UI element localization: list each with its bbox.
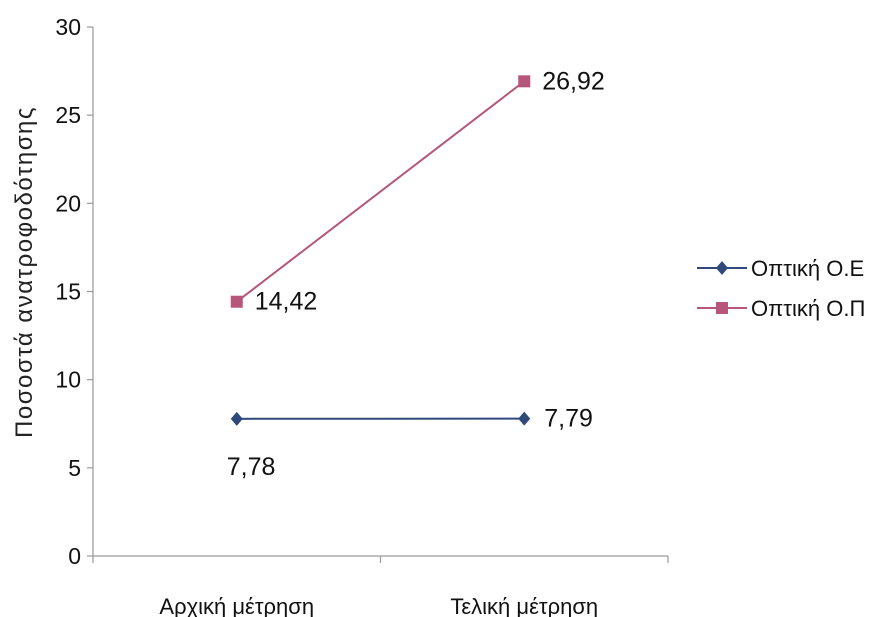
y-tick-label: 5 [68, 455, 81, 481]
legend-label: Οπτική Ο.Π [751, 296, 865, 321]
square-marker [230, 295, 243, 308]
x-category-labels: Αρχική μέτρηση Τελική μέτρηση [159, 594, 598, 617]
y-axis-label: Ποσοστά ανατροφοδότησης [11, 106, 38, 438]
y-tick-labels: 0 5 10 15 20 25 30 [55, 14, 81, 569]
square-marker [518, 75, 531, 88]
diamond-marker [518, 411, 531, 426]
y-tick-label: 30 [55, 14, 81, 40]
data-label: 7,79 [544, 405, 593, 433]
legend-item: Οπτική Ο.Π [697, 296, 865, 321]
series-2: 14,42 26,92 [230, 67, 605, 316]
legend: Οπτική Ο.Ε Οπτική Ο.Π [697, 256, 865, 321]
legend-item: Οπτική Ο.Ε [697, 256, 864, 281]
y-tick-label: 25 [55, 102, 81, 128]
x-category-label: Αρχική μέτρηση [159, 594, 314, 617]
data-label: 14,42 [255, 288, 318, 316]
series-1: 7,78 7,79 [227, 405, 593, 481]
y-tick-label: 20 [55, 190, 81, 216]
x-category-label: Τελική μέτρηση [450, 594, 598, 617]
legend-label: Οπτική Ο.Ε [751, 256, 864, 281]
diamond-marker [230, 411, 243, 426]
y-tick-label: 15 [55, 279, 81, 305]
series-line [236, 80, 525, 303]
y-tick-label: 0 [68, 543, 81, 569]
square-marker [716, 302, 728, 314]
series-group: 7,78 7,79 14,42 26,92 [227, 67, 605, 481]
data-label: 7,78 [227, 453, 276, 481]
axes [87, 26, 669, 563]
diamond-marker [716, 261, 728, 275]
data-label: 26,92 [542, 67, 605, 95]
y-tick-label: 10 [55, 367, 81, 393]
